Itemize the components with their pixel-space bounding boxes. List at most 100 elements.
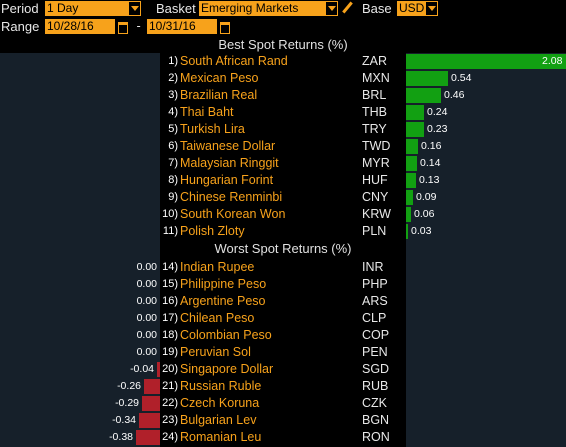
currency-code: PHP bbox=[362, 277, 388, 291]
return-value: 0.00 bbox=[136, 295, 157, 307]
currency-name[interactable]: Taiwanese Dollar bbox=[180, 139, 276, 153]
currency-code: KRW bbox=[362, 207, 391, 221]
list-item[interactable]: 11) Polish Zloty PLN 0.03 bbox=[0, 223, 566, 240]
return-value: 0.06 bbox=[414, 208, 435, 220]
currency-name[interactable]: Indian Rupee bbox=[180, 260, 255, 274]
rank-number: 19) bbox=[162, 346, 178, 358]
list-item[interactable]: 8) Hungarian Forint HUF 0.13 bbox=[0, 172, 566, 189]
list-item[interactable]: 5) Turkish Lira TRY 0.23 bbox=[0, 121, 566, 138]
list-item[interactable]: 22) Czech Koruna CZK -0.29 bbox=[0, 395, 566, 412]
currency-name[interactable]: Romanian Leu bbox=[180, 430, 262, 444]
currency-name[interactable]: Chinese Renminbi bbox=[180, 190, 283, 204]
pencil-icon[interactable] bbox=[340, 1, 354, 16]
list-item[interactable]: 23) Bulgarian Lev BGN -0.34 bbox=[0, 412, 566, 429]
return-value: 0.00 bbox=[136, 346, 157, 358]
list-item[interactable]: 15) Philippine Peso PHP 0.00 bbox=[0, 276, 566, 293]
currency-code: TRY bbox=[362, 122, 387, 136]
list-item[interactable]: 24) Romanian Leu RON -0.38 bbox=[0, 429, 566, 446]
currency-name[interactable]: Thai Baht bbox=[180, 105, 234, 119]
return-value: 0.09 bbox=[416, 191, 437, 203]
list-item[interactable]: 4) Thai Baht THB 0.24 bbox=[0, 104, 566, 121]
base-dropdown-arrow-icon[interactable] bbox=[425, 1, 438, 16]
currency-name[interactable]: Singapore Dollar bbox=[180, 362, 274, 376]
currency-name[interactable]: Malaysian Ringgit bbox=[180, 156, 279, 170]
list-item[interactable]: 2) Mexican Peso MXN 0.54 bbox=[0, 70, 566, 87]
currency-name[interactable]: Hungarian Forint bbox=[180, 173, 274, 187]
negative-return-bar bbox=[144, 379, 160, 394]
positive-return-bar bbox=[406, 88, 441, 103]
period-label: Period bbox=[1, 1, 39, 16]
currency-name[interactable]: South African Rand bbox=[180, 54, 288, 68]
range-separator: - bbox=[135, 19, 143, 33]
list-item[interactable]: 1) South African Rand ZAR 2.08 bbox=[0, 53, 566, 70]
currency-name[interactable]: South Korean Won bbox=[180, 207, 286, 221]
list-item[interactable]: 20) Singapore Dollar SGD -0.04 bbox=[0, 361, 566, 378]
positive-return-bar bbox=[406, 105, 424, 120]
currency-name[interactable]: Argentine Peso bbox=[180, 294, 266, 308]
rank-number: 10) bbox=[162, 208, 178, 220]
currency-name[interactable]: Brazilian Real bbox=[180, 88, 258, 102]
currency-name[interactable]: Peruvian Sol bbox=[180, 345, 251, 359]
currency-code: COP bbox=[362, 328, 390, 342]
return-value: -0.29 bbox=[115, 397, 139, 409]
currency-name[interactable]: Mexican Peso bbox=[180, 71, 259, 85]
base-select[interactable]: USD bbox=[397, 1, 425, 16]
list-item[interactable]: 16) Argentine Peso ARS 0.00 bbox=[0, 293, 566, 310]
return-value: 0.54 bbox=[451, 72, 472, 84]
currency-code: PLN bbox=[362, 224, 387, 238]
rank-number: 1) bbox=[168, 55, 178, 67]
currency-name[interactable]: Bulgarian Lev bbox=[180, 413, 257, 427]
list-item[interactable]: 9) Chinese Renminbi CNY 0.09 bbox=[0, 189, 566, 206]
positive-return-bar bbox=[406, 139, 418, 154]
currency-name[interactable]: Chilean Peso bbox=[180, 311, 255, 325]
period-dropdown-arrow-icon[interactable] bbox=[128, 1, 141, 16]
range-start-input[interactable]: 10/28/16 bbox=[45, 19, 115, 34]
return-value: 0.14 bbox=[420, 157, 441, 169]
negative-return-bar bbox=[142, 396, 160, 411]
range-start-calendar-icon[interactable] bbox=[116, 19, 129, 34]
negative-bar-panel bbox=[0, 53, 160, 447]
rank-number: 9) bbox=[168, 191, 178, 203]
currency-name[interactable]: Turkish Lira bbox=[180, 122, 245, 136]
rank-number: 11) bbox=[162, 225, 178, 237]
base-label: Base bbox=[362, 1, 392, 16]
basket-dropdown-arrow-icon[interactable] bbox=[325, 1, 338, 16]
basket-select[interactable]: Emerging Markets bbox=[199, 1, 325, 16]
currency-code: INR bbox=[362, 260, 384, 274]
return-value: 0.00 bbox=[136, 329, 157, 341]
list-item[interactable]: 21) Russian Ruble RUB -0.26 bbox=[0, 378, 566, 395]
list-item[interactable]: 19) Peruvian Sol PEN 0.00 bbox=[0, 344, 566, 361]
return-value: 0.03 bbox=[411, 225, 432, 237]
list-item[interactable]: 10) South Korean Won KRW 0.06 bbox=[0, 206, 566, 223]
return-value: 0.00 bbox=[136, 261, 157, 273]
list-item[interactable]: 7) Malaysian Ringgit MYR 0.14 bbox=[0, 155, 566, 172]
range-end-calendar-icon[interactable] bbox=[218, 19, 231, 34]
period-select[interactable]: 1 Day bbox=[45, 1, 128, 16]
rank-number: 6) bbox=[168, 140, 178, 152]
currency-name[interactable]: Polish Zloty bbox=[180, 224, 245, 238]
list-item[interactable]: 18) Colombian Peso COP 0.00 bbox=[0, 327, 566, 344]
return-value: 0.00 bbox=[136, 312, 157, 324]
return-value: 0.13 bbox=[419, 174, 440, 186]
currency-name[interactable]: Colombian Peso bbox=[180, 328, 272, 342]
return-value: -0.04 bbox=[130, 363, 154, 375]
list-item[interactable]: 14) Indian Rupee INR 0.00 bbox=[0, 259, 566, 276]
currency-code: ZAR bbox=[362, 54, 387, 68]
currency-name[interactable]: Russian Ruble bbox=[180, 379, 262, 393]
range-end-input[interactable]: 10/31/16 bbox=[147, 19, 217, 34]
list-item[interactable]: 17) Chilean Peso CLP 0.00 bbox=[0, 310, 566, 327]
currency-name[interactable]: Philippine Peso bbox=[180, 277, 267, 291]
return-value: -0.34 bbox=[112, 414, 136, 426]
positive-return-bar bbox=[406, 173, 416, 188]
currency-code: CLP bbox=[362, 311, 387, 325]
list-item[interactable]: 3) Brazilian Real BRL 0.46 bbox=[0, 87, 566, 104]
list-item[interactable]: 6) Taiwanese Dollar TWD 0.16 bbox=[0, 138, 566, 155]
rank-number: 16) bbox=[162, 295, 178, 307]
rank-number: 24) bbox=[162, 431, 178, 443]
positive-return-bar bbox=[406, 54, 566, 69]
return-value: 0.16 bbox=[421, 140, 442, 152]
rank-number: 8) bbox=[168, 174, 178, 186]
currency-name[interactable]: Czech Koruna bbox=[180, 396, 260, 410]
rank-number: 20) bbox=[162, 363, 178, 375]
positive-return-bar bbox=[406, 156, 417, 171]
